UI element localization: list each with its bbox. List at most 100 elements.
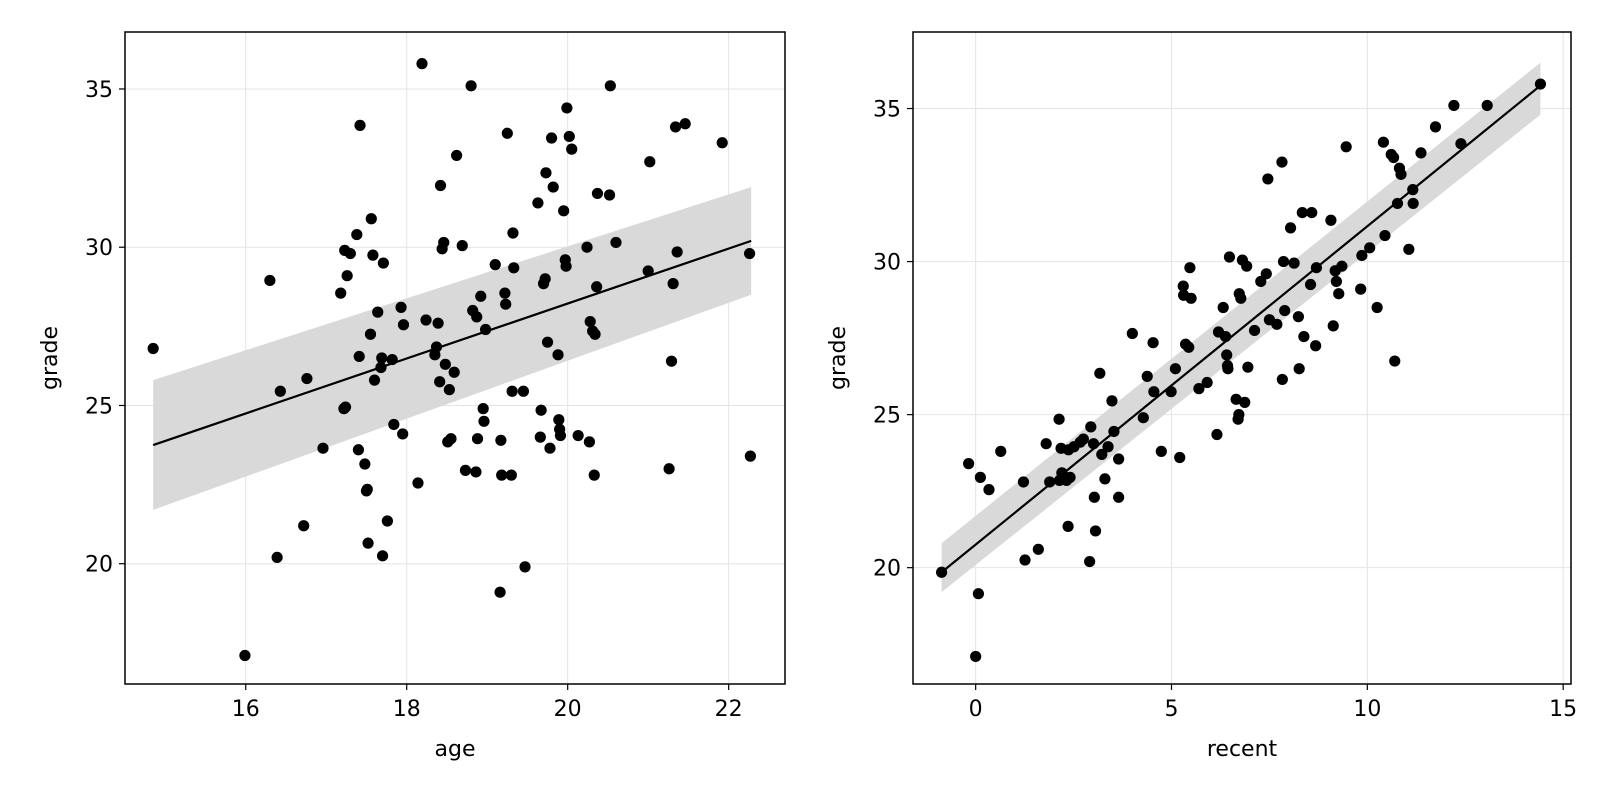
data-point [541, 336, 554, 348]
data-point [1096, 448, 1108, 461]
data-point [1094, 367, 1106, 379]
axes-frame [124, 31, 786, 685]
data-point [1327, 320, 1339, 332]
data-point [642, 265, 654, 277]
data-point [1239, 396, 1251, 408]
data-point [581, 241, 593, 253]
data-point [1183, 341, 1195, 353]
data-point [344, 247, 356, 260]
data-point [566, 143, 578, 155]
data-point [298, 520, 310, 532]
data-point [1089, 525, 1102, 537]
data-point [1222, 363, 1234, 375]
data-point [1053, 413, 1065, 425]
data-point [416, 58, 428, 70]
data-point [663, 463, 675, 475]
y-tick-labels: 20 25 30 35 [873, 98, 913, 582]
data-point [1177, 280, 1189, 292]
data-point [496, 469, 508, 481]
data-point [974, 471, 986, 483]
x-tick-label: 22 [715, 697, 743, 722]
data-point [507, 227, 519, 239]
data-point [386, 353, 398, 366]
data-point [1174, 451, 1186, 464]
data-point [1147, 337, 1159, 349]
data-point [1262, 173, 1274, 185]
data-point [489, 259, 501, 271]
data-point [361, 483, 373, 495]
data-point [583, 436, 596, 448]
data-point [604, 80, 616, 92]
data-point [995, 445, 1007, 457]
x-tick-label: 16 [232, 697, 260, 722]
data-point [1235, 292, 1247, 304]
data-point [1288, 257, 1300, 269]
data-point [610, 236, 622, 249]
data-point [1298, 330, 1310, 343]
data-point [1330, 275, 1342, 288]
data-point [438, 236, 450, 249]
data-point [494, 586, 506, 598]
data-point [558, 205, 570, 217]
data-point [517, 385, 530, 397]
data-point [477, 403, 489, 415]
data-point [1084, 555, 1096, 568]
confidence-band [941, 62, 1541, 593]
data-point [1040, 438, 1052, 450]
data-point [665, 355, 678, 367]
data-point [743, 247, 756, 260]
data-point [1304, 278, 1317, 291]
data-point [1534, 78, 1547, 90]
data-point [563, 130, 575, 143]
data-point [1387, 151, 1400, 164]
data-point [1310, 262, 1323, 274]
confidence-band-area [153, 187, 752, 510]
data-point [1415, 147, 1427, 159]
data-point [591, 281, 603, 293]
data-point [508, 262, 520, 274]
data-point [603, 189, 616, 201]
x-tick-label: 18 [393, 697, 421, 722]
data-point [584, 316, 596, 328]
data-point [1077, 433, 1089, 445]
data-point [506, 385, 518, 397]
data-point [1085, 421, 1097, 433]
plot-frame [124, 31, 786, 685]
data-point [1221, 349, 1233, 361]
data-point [459, 464, 472, 476]
data-point [479, 323, 492, 336]
data-point [1407, 197, 1419, 210]
data-point [1340, 141, 1352, 153]
data-point [501, 127, 513, 139]
data-point [534, 431, 546, 443]
data-point [1201, 376, 1213, 389]
data-point [499, 287, 511, 299]
data-point [412, 477, 424, 489]
y-tick-label: 30 [873, 251, 901, 276]
data-point [1379, 229, 1391, 242]
data-point [1481, 99, 1493, 112]
data-point [545, 132, 558, 144]
axes-frame [912, 31, 1572, 685]
data-point [544, 442, 556, 454]
data-point [1242, 361, 1254, 373]
data-point [1306, 207, 1318, 219]
data-point [539, 273, 551, 285]
data-point [351, 228, 363, 241]
data-point [388, 418, 400, 431]
data-point [381, 515, 393, 527]
data-point [271, 551, 283, 563]
data-point [372, 306, 384, 318]
data-point [1336, 260, 1348, 272]
data-point [669, 121, 682, 133]
data-point [1260, 268, 1272, 280]
data-point [147, 342, 159, 355]
data-point [1333, 288, 1345, 300]
y-tick-label: 20 [873, 557, 901, 582]
data-point [377, 257, 389, 269]
data-point [560, 260, 572, 272]
data-point [1155, 445, 1167, 457]
x-tick-label: 0 [969, 697, 983, 722]
data-point [1233, 409, 1245, 421]
